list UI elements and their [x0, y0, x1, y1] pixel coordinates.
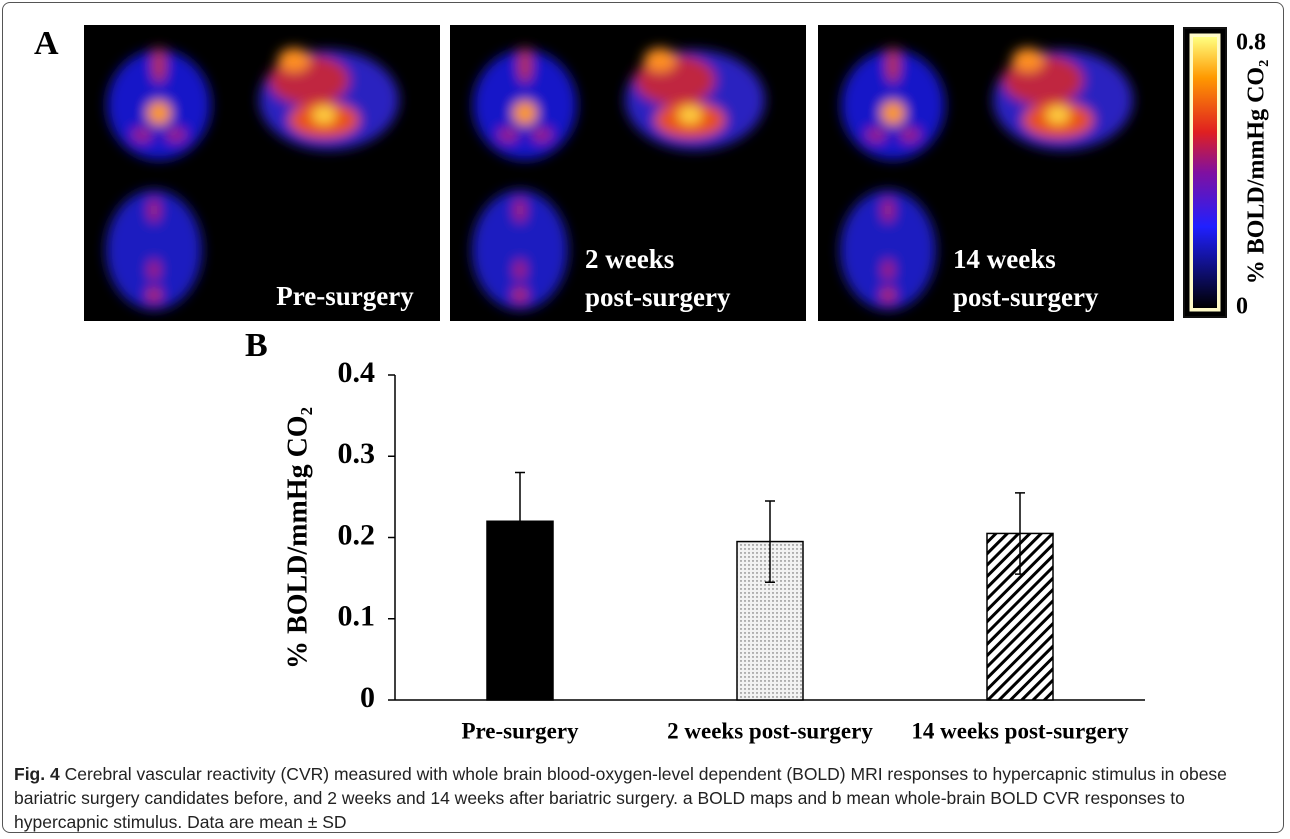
- page: A Pre-surgery 2 weeks post-surgery 14 we…: [0, 0, 1290, 839]
- colorbar: [1193, 37, 1217, 308]
- panel-label: B: [245, 327, 268, 364]
- y-tick-label: 0.1: [338, 600, 376, 633]
- x-tick-label: 14 weeks post-surgery: [911, 718, 1129, 743]
- bar-chart: 0 0.1 0.2 0.3 0.4 Pre-surgery 2 weeks post-sur…: [338, 356, 1146, 743]
- caption-text: Cerebral vascular reactivity (CVR) measu…: [14, 764, 1227, 832]
- colorbar-title: % BOLD/mmHg CO₂: [1244, 60, 1270, 285]
- image-label: 14 weeks: [953, 244, 1056, 274]
- panel-label: A: [34, 25, 59, 62]
- caption-label: Fig. 4: [14, 764, 60, 784]
- y-axis-title: % BOLD/mmHg CO₂: [282, 407, 313, 669]
- brain-image: [84, 25, 440, 321]
- y-tick-label: 0.4: [338, 356, 376, 389]
- y-tick-label: 0.3: [338, 437, 376, 470]
- brain-maps: [84, 25, 1174, 321]
- brain-image: [450, 25, 806, 321]
- y-tick-label: 0.2: [338, 518, 376, 551]
- y-tick-label: 0: [360, 681, 375, 714]
- colorbar-tick-label: 0.8: [1236, 30, 1266, 56]
- image-label: post-surgery: [585, 282, 731, 312]
- brain-image: [818, 25, 1174, 321]
- image-label: post-surgery: [953, 282, 1099, 312]
- image-label: 2 weeks: [585, 244, 674, 274]
- caption: Fig. 4 Cerebral vascular reactivity (CVR…: [14, 762, 1269, 834]
- x-tick-label: 2 weeks post-surgery: [667, 718, 873, 743]
- colorbar-tick-label: 0: [1236, 294, 1248, 320]
- figure: A Pre-surgery 2 weeks post-surgery 14 we…: [0, 0, 1290, 760]
- image-label: Pre-surgery: [276, 281, 414, 311]
- x-tick-label: Pre-surgery: [461, 718, 579, 743]
